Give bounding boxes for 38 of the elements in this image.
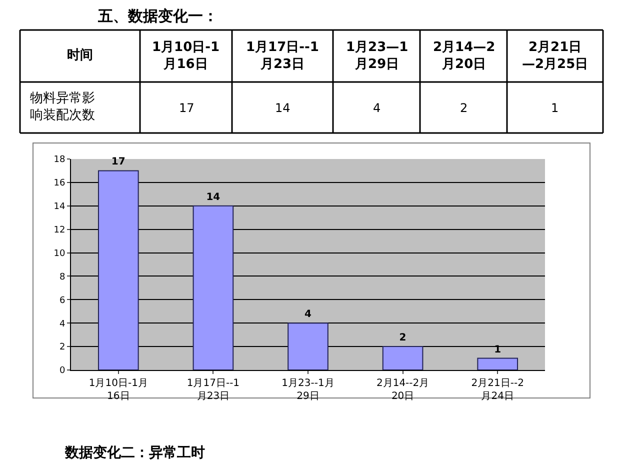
- x-tick-label: 2月21日--2 月24日: [471, 378, 524, 402]
- text: 2: [460, 101, 468, 115]
- x-tick-label: 1月23--1月 29日: [282, 378, 334, 402]
- data-label: 2: [399, 332, 406, 344]
- y-tick-label: 10: [54, 248, 66, 259]
- y-tick-label: 16: [54, 178, 66, 189]
- text: 4: [373, 101, 381, 115]
- data-label: 17: [111, 156, 126, 168]
- text: 1月17日--1 月23日: [246, 40, 319, 72]
- y-tick-label: 0: [59, 366, 66, 376]
- bar: [98, 170, 139, 370]
- y-tick-label: 6: [59, 296, 66, 306]
- x-tick-label: 1月17日--1 月23日: [186, 378, 240, 402]
- text: 1月23—1 月29日: [346, 40, 408, 72]
- text: 1: [551, 101, 559, 115]
- y-tick-label: 8: [59, 272, 66, 282]
- text: 2月21日 —2月25日: [522, 40, 588, 72]
- bar: [382, 346, 424, 370]
- bar: [477, 358, 518, 370]
- text: 物料异常影响装配次数: [30, 91, 95, 123]
- y-tick-label: 2: [59, 342, 66, 353]
- text: 1月10日-1 月16日: [152, 40, 220, 72]
- bar: [288, 322, 328, 370]
- data-label: 4: [304, 309, 312, 320]
- text: 14: [275, 101, 290, 115]
- text: 数据变化二：异常工时: [64, 444, 205, 461]
- data-label: 14: [206, 192, 220, 203]
- x-tick-label: 2月14--2月 20日: [376, 378, 430, 402]
- y-tick-label: 18: [54, 155, 66, 166]
- chart-title: 五、数据变化一：: [97, 7, 218, 25]
- x-tick-label: 1月10日-1月 16日: [88, 378, 148, 402]
- text: 17: [179, 101, 194, 115]
- text: 2月14—2 月20日: [433, 40, 496, 72]
- y-tick-label: 4: [59, 319, 66, 330]
- y-tick-label: 14: [54, 202, 66, 212]
- bar: [192, 205, 234, 370]
- text: 时间: [67, 48, 93, 63]
- y-tick-label: 12: [54, 225, 66, 236]
